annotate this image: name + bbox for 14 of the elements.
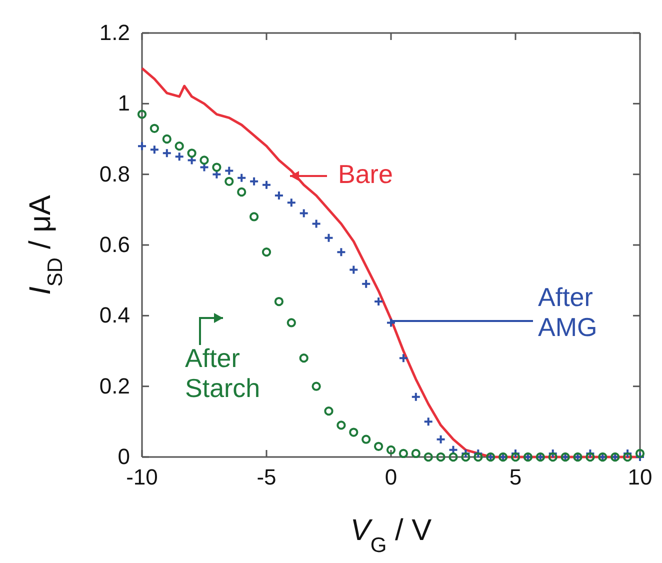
y-tick-label: 0.6 bbox=[99, 232, 130, 258]
series-label: After Starch bbox=[185, 343, 260, 403]
y-tick-label: 0.4 bbox=[99, 302, 130, 328]
y-tick-label: 0.2 bbox=[99, 373, 130, 398]
x-tick-label: 10 bbox=[628, 464, 652, 490]
legend-label: Bare bbox=[338, 159, 393, 189]
y-tick-label: 1 bbox=[118, 90, 130, 116]
text: After AMG bbox=[538, 282, 598, 342]
y-tick-label: 1.2 bbox=[99, 20, 130, 46]
x-tick-label: -5 bbox=[256, 464, 276, 490]
x-tick-label: 5 bbox=[509, 464, 522, 490]
x-tick-label: 0 bbox=[384, 464, 398, 490]
y-tick-label: 0.8 bbox=[99, 161, 130, 186]
x-axis-title: V$_{G}$ / V bbox=[350, 514, 432, 556]
